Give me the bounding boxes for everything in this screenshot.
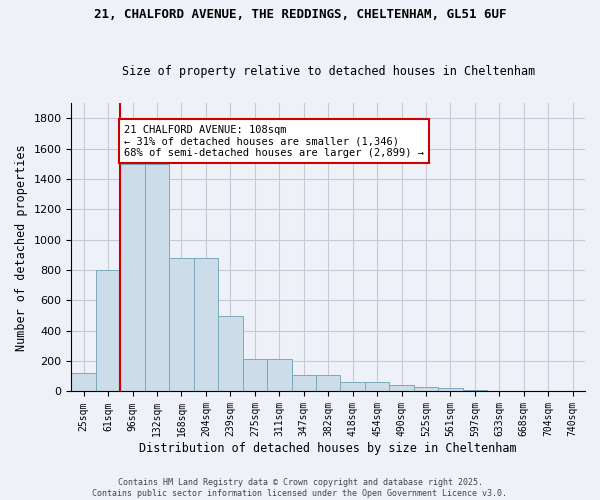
Bar <box>169 258 194 392</box>
Bar <box>96 270 121 392</box>
Bar <box>121 164 145 392</box>
Bar <box>242 359 267 392</box>
Bar <box>414 387 438 392</box>
Bar <box>194 258 218 392</box>
Bar <box>145 164 169 392</box>
Title: Size of property relative to detached houses in Cheltenham: Size of property relative to detached ho… <box>122 66 535 78</box>
Bar <box>463 390 487 392</box>
Bar <box>389 386 414 392</box>
Bar <box>438 388 463 392</box>
Text: 21, CHALFORD AVENUE, THE REDDINGS, CHELTENHAM, GL51 6UF: 21, CHALFORD AVENUE, THE REDDINGS, CHELT… <box>94 8 506 20</box>
Bar <box>267 359 292 392</box>
Text: Contains HM Land Registry data © Crown copyright and database right 2025.
Contai: Contains HM Land Registry data © Crown c… <box>92 478 508 498</box>
Y-axis label: Number of detached properties: Number of detached properties <box>15 144 28 350</box>
Bar <box>340 382 365 392</box>
Bar <box>218 316 242 392</box>
Bar <box>292 375 316 392</box>
X-axis label: Distribution of detached houses by size in Cheltenham: Distribution of detached houses by size … <box>139 442 517 455</box>
Bar <box>487 390 512 392</box>
Bar <box>560 390 585 392</box>
Bar <box>316 375 340 392</box>
Bar <box>71 374 96 392</box>
Bar <box>365 382 389 392</box>
Text: 21 CHALFORD AVENUE: 108sqm
← 31% of detached houses are smaller (1,346)
68% of s: 21 CHALFORD AVENUE: 108sqm ← 31% of deta… <box>124 124 424 158</box>
